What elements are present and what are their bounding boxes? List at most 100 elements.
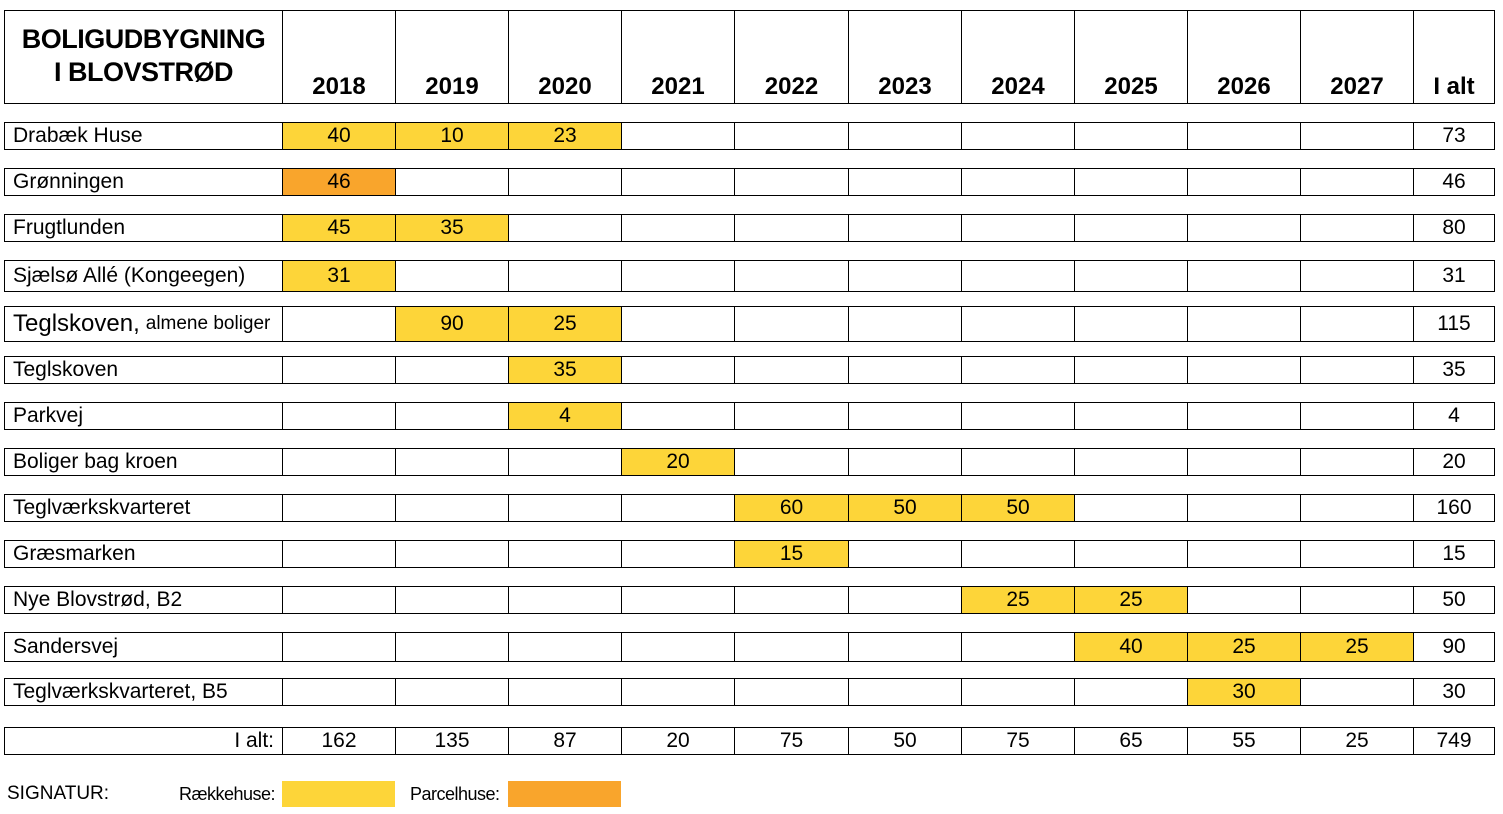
row-name: Parkvej: [13, 404, 84, 427]
value-cell-2025: [1074, 169, 1187, 195]
value-cell-2019: 90: [395, 307, 508, 341]
value-cell-2019: [395, 169, 508, 195]
value-cell-2022: [734, 449, 848, 475]
value-cell-2025: [1074, 261, 1187, 291]
value-cell-2026: [1187, 403, 1300, 429]
value-cell-2023: [848, 261, 961, 291]
row-total-cell: 35: [1413, 357, 1494, 383]
value-cell-2021: [621, 633, 734, 661]
row-total-cell: 20: [1413, 449, 1494, 475]
value-cell-2022: [734, 215, 848, 241]
value-cell-2018: [282, 679, 395, 705]
row-name-cell: Græsmarken: [5, 541, 282, 567]
value-cell-2019: [395, 495, 508, 521]
row-name: Teglskoven: [13, 358, 119, 381]
value-cell-2022: [734, 587, 848, 613]
value-cell-2026: [1187, 123, 1300, 149]
value-cell-2022: [734, 169, 848, 195]
year-total-2025: 65: [1074, 728, 1187, 754]
value-cell-2025: [1074, 541, 1187, 567]
value-cell-2025: 25: [1074, 587, 1187, 613]
row-total-cell: 15: [1413, 541, 1494, 567]
value-cell-2021: [621, 679, 734, 705]
value-cell-2019: [395, 357, 508, 383]
value-cell-2023: [848, 587, 961, 613]
value-cell-2020: [508, 215, 621, 241]
row-name: Sjælsø Allé (Kongeegen): [13, 264, 246, 287]
value-cell-2024: [961, 215, 1074, 241]
row-total-cell: 90: [1413, 633, 1494, 661]
value-cell-2021: [621, 357, 734, 383]
row-name: Nye Blovstrød, B2: [13, 588, 183, 611]
value-cell-2020: [508, 541, 621, 567]
value-cell-2024: [961, 541, 1074, 567]
legend-parcelhuse-swatch: [508, 781, 621, 807]
value-cell-2020: 35: [508, 357, 621, 383]
row-name: Teglværkskvarteret: [13, 496, 191, 519]
value-cell-2027: [1300, 587, 1413, 613]
value-cell-2022: [734, 403, 848, 429]
value-cell-2019: [395, 633, 508, 661]
table-row: Grønningen 46 46: [4, 168, 1495, 196]
value-cell-2026: [1187, 587, 1300, 613]
value-cell-2018: 40: [282, 123, 395, 149]
value-cell-2026: [1187, 215, 1300, 241]
value-cell-2020: [508, 449, 621, 475]
row-name: Sandersvej: [13, 635, 119, 658]
table-row: Teglværkskvarteret 60 50 50 160: [4, 494, 1495, 522]
row-name-cell: Teglværkskvarteret: [5, 495, 282, 521]
value-cell-2026: [1187, 449, 1300, 475]
value-cell-2023: [848, 215, 961, 241]
value-cell-2022: 15: [734, 541, 848, 567]
value-cell-2022: [734, 123, 848, 149]
value-cell-2022: [734, 307, 848, 341]
year-total-2021: 20: [621, 728, 734, 754]
value-cell-2024: [961, 307, 1074, 341]
value-cell-2027: [1300, 307, 1413, 341]
value-cell-2023: [848, 449, 961, 475]
table-row: Teglskoven, almene boliger 90 25 115: [4, 306, 1495, 342]
row-total-cell: 46: [1413, 169, 1494, 195]
value-cell-2021: [621, 169, 734, 195]
row-name-cell: Parkvej: [5, 403, 282, 429]
value-cell-2019: [395, 541, 508, 567]
page-title: BOLIGUDBYGNING I BLOVSTRØD: [5, 23, 282, 89]
year-total-2019: 135: [395, 728, 508, 754]
value-cell-2027: [1300, 169, 1413, 195]
value-cell-2023: [848, 679, 961, 705]
value-cell-2021: [621, 403, 734, 429]
value-cell-2025: [1074, 123, 1187, 149]
value-cell-2019: [395, 587, 508, 613]
totals-row-box: I alt: 162 135 87 20 75 50 75 65 55 25 749: [4, 727, 1495, 755]
value-cell-2025: [1074, 357, 1187, 383]
value-cell-2018: [282, 587, 395, 613]
value-cell-2022: 60: [734, 495, 848, 521]
value-cell-2027: [1300, 123, 1413, 149]
value-cell-2020: 23: [508, 123, 621, 149]
row-total-cell: 80: [1413, 215, 1494, 241]
value-cell-2024: [961, 123, 1074, 149]
value-cell-2027: [1300, 357, 1413, 383]
table-row: Nye Blovstrød, B2 25 25 50: [4, 586, 1495, 614]
value-cell-2021: [621, 261, 734, 291]
table-row: Sandersvej 40 25 25 90: [4, 632, 1495, 662]
value-cell-2027: [1300, 679, 1413, 705]
row-name-cell: Boliger bag kroen: [5, 449, 282, 475]
row-name-cell: Nye Blovstrød, B2: [5, 587, 282, 613]
year-header-2021: 2021: [621, 11, 734, 103]
year-header-2023: 2023: [848, 11, 961, 103]
year-total-2022: 75: [734, 728, 848, 754]
row-name-cell: Teglskoven: [5, 357, 282, 383]
year-header-2027: 2027: [1300, 11, 1413, 103]
value-cell-2018: [282, 449, 395, 475]
row-name-cell: Grønningen: [5, 169, 282, 195]
value-cell-2022: [734, 633, 848, 661]
value-cell-2019: [395, 679, 508, 705]
row-name-cell: Sjælsø Allé (Kongeegen): [5, 261, 282, 291]
row-total-cell: 30: [1413, 679, 1494, 705]
value-cell-2020: [508, 679, 621, 705]
value-cell-2022: [734, 679, 848, 705]
year-header-2018: 2018: [282, 11, 395, 103]
value-cell-2026: [1187, 261, 1300, 291]
